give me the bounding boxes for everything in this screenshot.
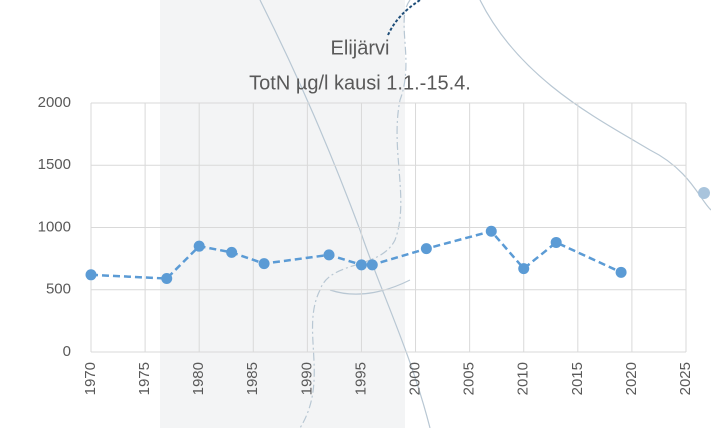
y-tick-label: 2000 (38, 94, 71, 111)
data-point (550, 236, 562, 248)
chart-title: Elijärvi (331, 37, 390, 59)
x-tick-label: 2000 (407, 362, 424, 395)
data-point (258, 258, 270, 270)
x-tick-label: 2005 (461, 362, 478, 395)
data-point (420, 243, 432, 255)
data-point (355, 259, 367, 271)
data-point (226, 246, 238, 258)
x-tick-label: 2025 (677, 362, 694, 395)
x-tick-label: 2010 (515, 362, 532, 395)
x-tick-label: 2015 (569, 362, 586, 395)
data-point (485, 225, 497, 237)
map-boundary (299, 0, 411, 428)
y-tick-label: 1500 (38, 156, 71, 173)
x-tick-label: 1980 (190, 362, 207, 395)
x-tick-label: 1975 (136, 362, 153, 395)
data-point (161, 273, 173, 285)
x-tick-label: 2020 (623, 362, 640, 395)
x-tick-label: 1995 (352, 362, 369, 395)
data-point (518, 263, 530, 275)
y-tick-label: 500 (46, 281, 71, 298)
map-road (479, 0, 711, 211)
chart-subtitle: TotN µg/l kausi 1.1.-15.4. (249, 72, 471, 94)
data-point (615, 266, 627, 278)
data-point (85, 269, 97, 281)
map-area (160, 0, 405, 428)
x-tick-label: 1970 (82, 362, 99, 395)
data-point (323, 249, 335, 261)
y-tick-label: 1000 (38, 218, 71, 235)
data-point (366, 259, 378, 271)
map-road (329, 279, 411, 295)
map-marker (698, 187, 710, 199)
data-point (193, 240, 205, 252)
y-tick-label: 0 (63, 343, 71, 360)
x-tick-label: 1990 (298, 362, 315, 395)
x-tick-label: 1985 (244, 362, 261, 395)
map-road (259, 0, 431, 428)
